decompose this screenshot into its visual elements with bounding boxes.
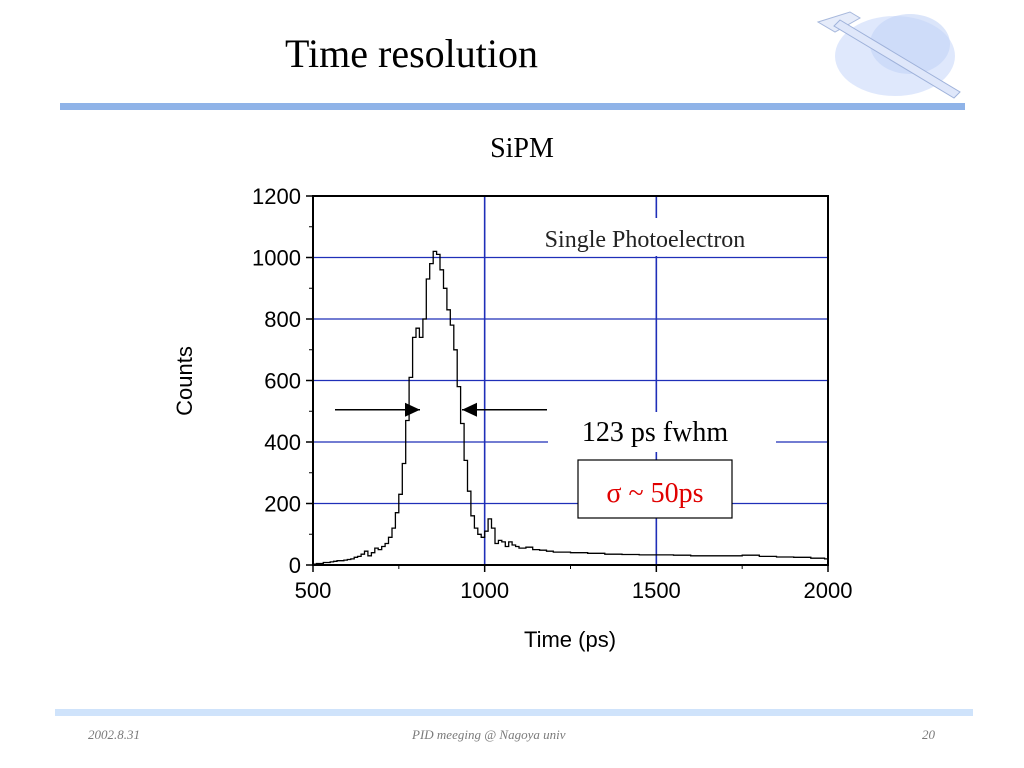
y-axis-label: Counts <box>172 346 197 416</box>
slide-title: Time resolution <box>285 31 538 76</box>
pen-logo-icon <box>816 11 961 99</box>
fwhm-arrow-left-head <box>405 402 420 417</box>
y-tick-label: 600 <box>264 369 301 394</box>
x-tick-label: 1500 <box>632 578 681 603</box>
footer-date: 2002.8.31 <box>88 727 140 742</box>
x-tick-label: 2000 <box>804 578 853 603</box>
y-tick-label: 1000 <box>252 246 301 271</box>
footer-page-number: 20 <box>922 727 935 742</box>
title-underline <box>60 103 965 110</box>
y-tick-label: 1200 <box>252 184 301 209</box>
y-tick-label: 0 <box>289 553 301 578</box>
annotation-fwhm: 123 ps fwhm <box>582 417 728 448</box>
x-tick-label: 1000 <box>460 578 509 603</box>
annotation-label-bg <box>500 218 823 256</box>
x-axis-label: Time (ps) <box>524 627 616 652</box>
footer-center-text: PID meeging @ Nagoya univ <box>412 727 566 742</box>
footer-divider <box>55 709 973 716</box>
series-line <box>313 250 828 565</box>
fwhm-arrow-right-head <box>462 402 477 417</box>
y-tick-label: 800 <box>264 307 301 332</box>
annotation-fwhm-bg <box>548 412 776 452</box>
y-tick-label: 400 <box>264 430 301 455</box>
sigma-box <box>577 459 733 519</box>
y-tick-label: 200 <box>264 492 301 517</box>
x-tick-label: 500 <box>295 578 332 603</box>
time-resolution-chart: SiPM 500 1000 1500 2000 0 200 400 600 800 1000 1200… <box>172 133 853 652</box>
chart-title: SiPM <box>490 133 554 164</box>
annotation-single-photoelectron: Single Photoelectron <box>545 227 746 253</box>
annotation-sigma: σ ~ 50ps <box>606 478 703 509</box>
